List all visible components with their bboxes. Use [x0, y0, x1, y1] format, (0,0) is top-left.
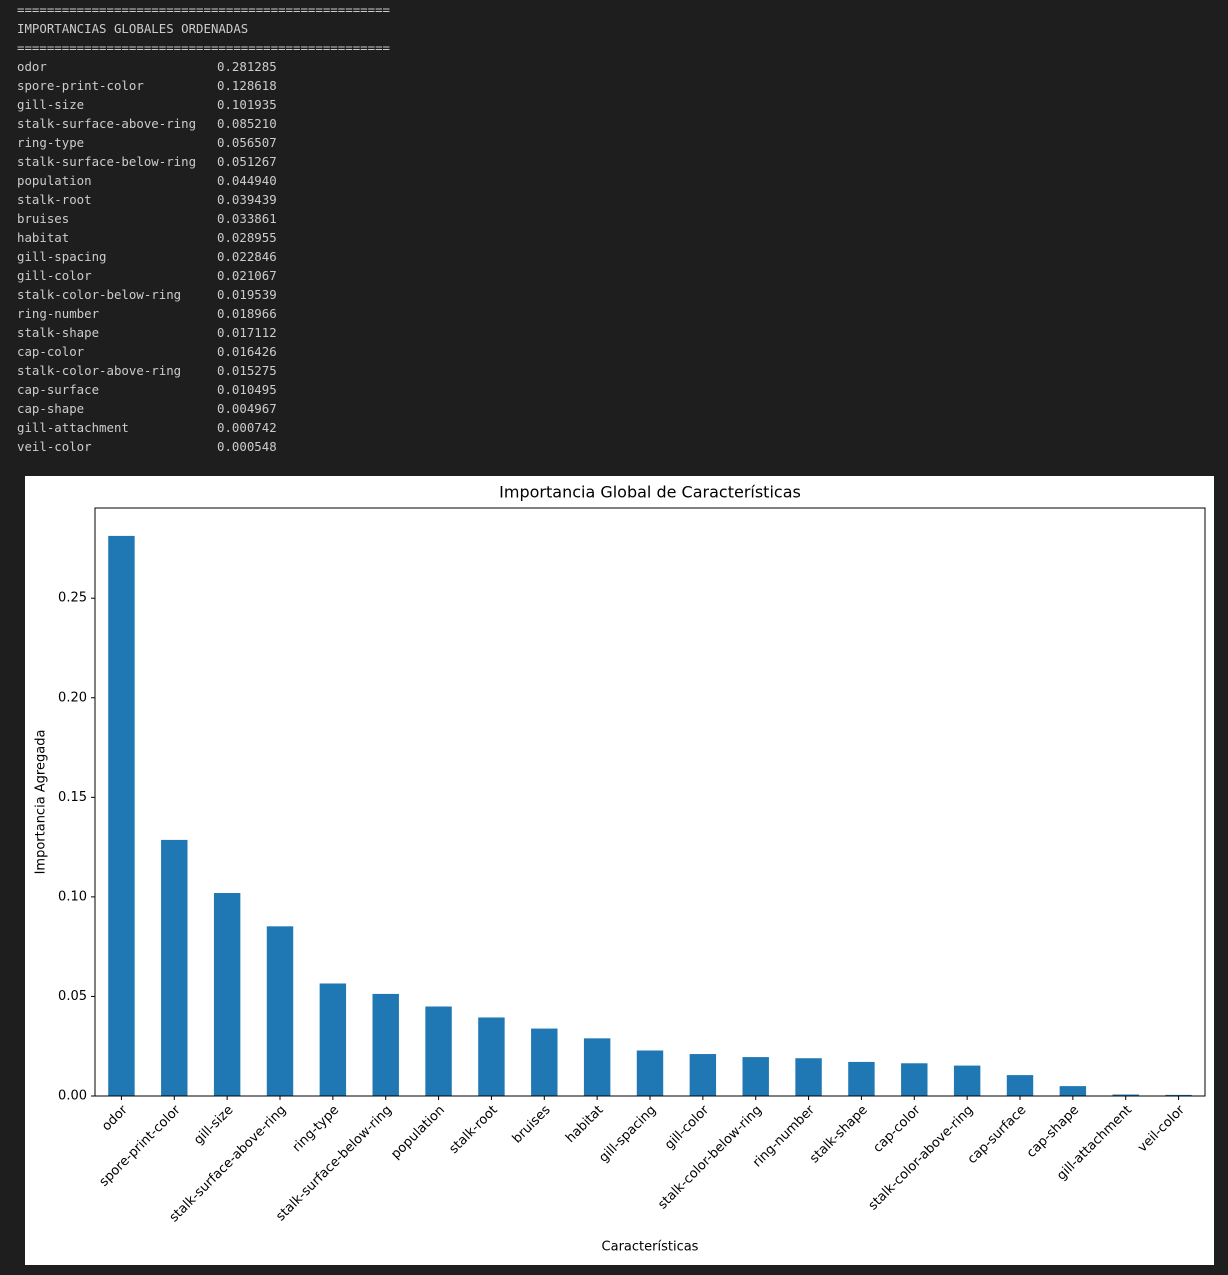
bar [531, 1028, 558, 1096]
feature-name: stalk-surface-below-ring [17, 154, 197, 169]
feature-value: 0.128618 [217, 78, 277, 93]
feature-value: 0.000548 [217, 439, 277, 454]
bar [1112, 1094, 1139, 1096]
y-tick-label: 0.25 [58, 591, 87, 606]
separator: ========================================… [17, 2, 390, 17]
bar [583, 1038, 611, 1096]
bar [478, 1017, 505, 1096]
feature-name: population [17, 173, 92, 188]
bar [1006, 1075, 1034, 1096]
feature-value: 0.033861 [217, 211, 277, 226]
bar [689, 1054, 717, 1096]
feature-name: cap-shape [17, 401, 85, 416]
feature-value: 0.281285 [217, 59, 277, 74]
y-tick-label: 0.10 [58, 889, 87, 904]
bar [108, 535, 135, 1096]
feature-name: ring-number [17, 306, 100, 321]
feature-value: 0.085210 [217, 116, 277, 131]
bar [742, 1057, 769, 1096]
bar [1059, 1086, 1087, 1096]
y-tick-label: 0.05 [58, 989, 87, 1004]
bar [636, 1050, 664, 1096]
feature-value: 0.051267 [217, 154, 277, 169]
feature-value: 0.022846 [217, 249, 277, 264]
bar [161, 839, 188, 1096]
y-axis-label: Importancia Agregada [34, 730, 49, 875]
y-tick-label: 0.00 [58, 1089, 87, 1104]
bar [425, 1006, 452, 1096]
bar [266, 926, 294, 1096]
feature-name: stalk-shape [17, 325, 100, 340]
y-tick-label: 0.20 [58, 690, 87, 705]
feature-value: 0.016426 [217, 344, 277, 359]
y-tick-label: 0.15 [58, 790, 87, 805]
feature-value: 0.021067 [217, 268, 277, 283]
chart-title: Importancia Global de Características [499, 483, 801, 502]
plot-frame [94, 507, 1206, 1097]
feature-name: cap-color [17, 344, 85, 359]
feature-value: 0.004967 [217, 401, 277, 416]
feature-name: gill-size [17, 97, 85, 112]
console-title: IMPORTANCIAS GLOBALES ORDENADAS [17, 21, 249, 36]
feature-value: 0.056507 [217, 135, 277, 150]
bar [372, 993, 399, 1096]
feature-value: 0.000742 [217, 420, 277, 435]
bar [953, 1065, 981, 1096]
bar [795, 1058, 822, 1096]
feature-name: cap-surface [17, 382, 100, 397]
x-axis-label: Características [602, 1240, 699, 1255]
feature-name: stalk-root [17, 192, 92, 207]
feature-value: 0.044940 [217, 173, 277, 188]
feature-name: stalk-color-below-ring [17, 287, 182, 302]
feature-value: 0.039439 [217, 192, 277, 207]
feature-value: 0.017112 [217, 325, 277, 340]
figure-background [25, 476, 1214, 1265]
feature-value: 0.028955 [217, 230, 277, 245]
bar [901, 1063, 928, 1096]
feature-name: gill-color [17, 268, 92, 283]
bar [213, 893, 241, 1096]
feature-name: bruises [17, 211, 70, 226]
bar [1165, 1094, 1192, 1096]
feature-value: 0.101935 [217, 97, 277, 112]
feature-value: 0.015275 [217, 363, 277, 378]
bar [848, 1061, 875, 1096]
feature-value: 0.018966 [217, 306, 277, 321]
feature-name: habitat [17, 230, 70, 245]
feature-name: stalk-surface-above-ring [17, 116, 197, 131]
feature-name: veil-color [17, 439, 92, 454]
feature-name: gill-spacing [17, 249, 107, 264]
feature-name: stalk-color-above-ring [17, 363, 182, 378]
feature-name: ring-type [17, 135, 85, 150]
bar [319, 983, 347, 1096]
feature-name: spore-print-color [17, 78, 144, 93]
feature-value: 0.010495 [217, 382, 277, 397]
feature-name: gill-attachment [17, 420, 129, 435]
feature-name: odor [17, 59, 47, 74]
feature-value: 0.019539 [217, 287, 277, 302]
separator: ========================================… [17, 40, 390, 55]
